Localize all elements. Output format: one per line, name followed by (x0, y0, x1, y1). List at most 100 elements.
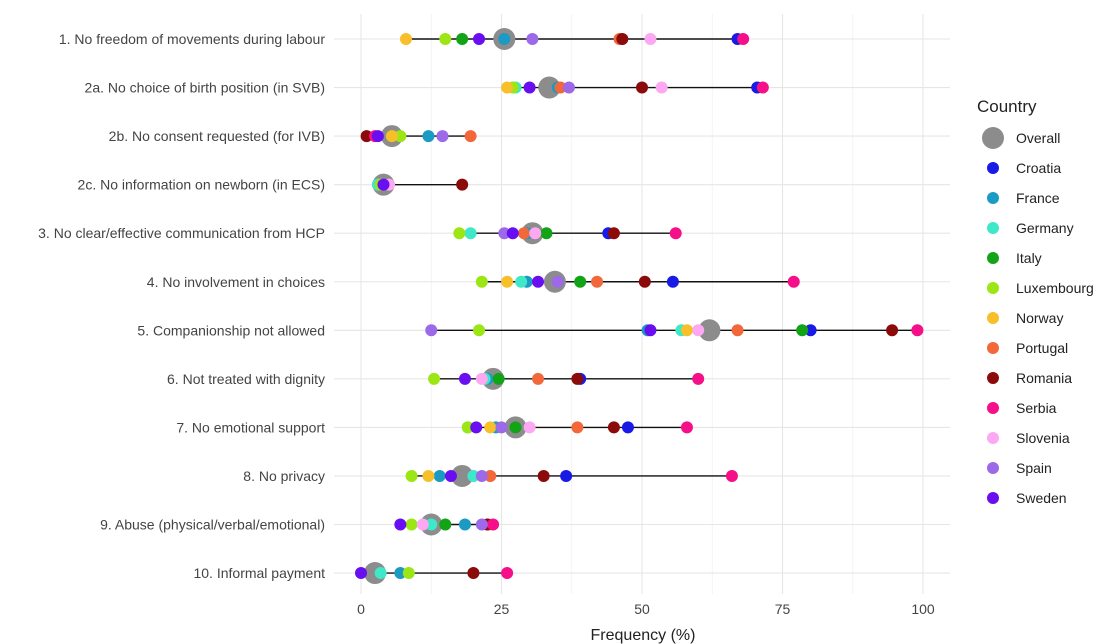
category-label: 5. Companionship not allowed (137, 322, 325, 338)
point-croatia (804, 324, 817, 337)
legend-label-luxembourg: Luxembourg (1016, 280, 1094, 296)
point-portugal (571, 421, 584, 434)
point-sweden (506, 227, 519, 240)
category-label: 1. No freedom of movements during labour (59, 31, 325, 47)
point-spain (551, 275, 564, 288)
legend-label-portugal: Portugal (1016, 340, 1068, 356)
point-sweden (523, 81, 536, 94)
point-serbia (487, 518, 500, 531)
x-tick-label: 75 (775, 601, 791, 617)
point-overall (698, 319, 721, 342)
legend-marker-germany (987, 222, 999, 234)
point-italy (439, 518, 452, 531)
legend-label-spain: Spain (1016, 460, 1052, 476)
legend-title: Country (977, 97, 1037, 116)
point-france (394, 567, 407, 580)
point-serbia (787, 275, 800, 288)
point-italy (540, 227, 553, 240)
point-luxembourg (394, 130, 407, 143)
legend-label-germany: Germany (1016, 220, 1074, 236)
point-sweden (644, 324, 657, 337)
point-france (422, 130, 435, 143)
legend-marker-portugal (987, 342, 999, 354)
point-slovenia (475, 372, 488, 385)
point-spain (495, 421, 508, 434)
point-portugal (554, 81, 567, 94)
point-slovenia (416, 518, 429, 531)
point-norway (501, 81, 514, 94)
point-sweden (394, 518, 407, 531)
legend-marker-norway (987, 312, 999, 324)
category-label: 10. Informal payment (193, 565, 325, 581)
point-spain (498, 227, 511, 240)
point-romania (616, 33, 629, 45)
legend-marker-serbia (987, 402, 999, 414)
point-norway (385, 130, 398, 143)
point-serbia (692, 372, 705, 385)
point-spain (526, 33, 539, 45)
point-croatia (560, 469, 573, 482)
point-romania (360, 130, 373, 143)
legend-label-sweden: Sweden (1016, 490, 1067, 506)
category-label: 2a. No choice of birth position (in SVB) (85, 80, 325, 96)
point-croatia (666, 275, 679, 288)
point-italy (796, 324, 809, 337)
point-overall (451, 464, 474, 487)
point-spain (436, 130, 449, 143)
point-spain (425, 324, 438, 337)
point-luxembourg (405, 518, 418, 531)
x-tick-label: 25 (494, 601, 510, 617)
point-romania (537, 469, 550, 482)
point-serbia (911, 324, 924, 337)
point-france (458, 518, 471, 531)
category-label: 7. No emotional support (176, 419, 325, 435)
point-sweden (444, 469, 457, 482)
category-label: 2b. No consent requested (for IVB) (109, 128, 325, 144)
point-portugal (484, 469, 497, 482)
point-romania (456, 178, 469, 191)
legend-marker-croatia (987, 162, 999, 174)
point-romania (638, 275, 651, 288)
legend-label-overall: Overall (1016, 130, 1060, 146)
point-romania (467, 567, 480, 580)
point-serbia (756, 81, 769, 94)
point-norway (484, 421, 497, 434)
point-norway (680, 324, 693, 337)
point-sweden (371, 130, 384, 143)
point-norway (501, 275, 514, 288)
point-luxembourg (475, 275, 488, 288)
grid-lines (334, 14, 950, 594)
point-romania (607, 227, 620, 240)
point-slovenia (529, 227, 542, 240)
legend-label-romania: Romania (1016, 370, 1072, 386)
point-luxembourg (428, 372, 441, 385)
point-italy (509, 421, 522, 434)
point-germany (464, 227, 477, 240)
point-sweden (473, 33, 486, 45)
category-label: 2c. No information on newborn (in ECS) (78, 177, 325, 193)
category-labels: 1. No freedom of movements during labour… (38, 31, 325, 581)
point-overall (538, 76, 561, 99)
point-serbia (669, 227, 682, 240)
legend-marker-romania (987, 372, 999, 384)
point-sweden (377, 178, 390, 191)
category-label: 3. No clear/effective communication from… (38, 225, 325, 241)
point-portugal (517, 227, 530, 240)
legend: Country Overall Croatia France Germany Italy… (977, 97, 1094, 506)
category-label: 8. No privacy (243, 468, 325, 484)
point-italy (492, 372, 505, 385)
point-sweden (532, 275, 545, 288)
x-axis-title: Frequency (%) (591, 627, 696, 644)
point-slovenia (692, 324, 705, 337)
point-serbia (725, 469, 738, 482)
legend-marker-luxembourg (987, 282, 999, 294)
legend-marker-sweden (987, 492, 999, 504)
point-spain (475, 469, 488, 482)
point-croatia (621, 421, 634, 434)
point-luxembourg (461, 421, 474, 434)
x-tick-label: 0 (357, 601, 365, 617)
point-slovenia (644, 33, 657, 45)
x-tick-labels: 0 25 50 75 100 (357, 601, 935, 617)
point-norway (399, 33, 412, 45)
legend-label-serbia: Serbia (1016, 400, 1057, 416)
